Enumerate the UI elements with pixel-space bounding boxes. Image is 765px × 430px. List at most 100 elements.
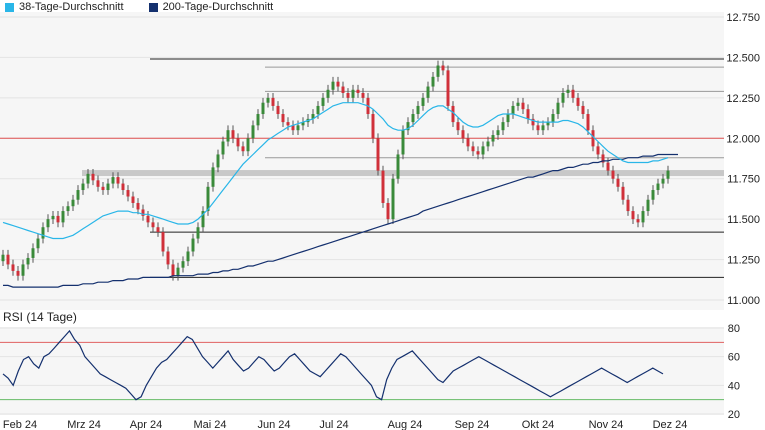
candle-body: [231, 130, 235, 139]
candle-body: [396, 154, 400, 179]
candle-body: [96, 180, 100, 187]
candles: [1, 60, 670, 281]
candle-body: [496, 130, 500, 136]
x-tick-label: Apr 24: [130, 419, 162, 430]
candle-body: [516, 102, 520, 106]
candle-body: [116, 177, 120, 184]
x-tick-label: Nov 24: [589, 419, 624, 430]
x-tick-label: Feb 24: [3, 419, 37, 430]
candle-body: [581, 105, 585, 115]
candle-body: [266, 97, 270, 103]
candle-body: [411, 114, 415, 123]
candle-body: [191, 238, 195, 252]
candle-body: [381, 170, 385, 203]
candle-body: [541, 125, 545, 131]
candle-body: [26, 257, 30, 265]
rsi-title: RSI (14 Tage): [3, 310, 77, 324]
ma38-line: [2, 102, 669, 240]
price-grid: [0, 16, 724, 301]
candle-body: [571, 89, 575, 98]
candle-body: [576, 97, 580, 106]
candle-body: [616, 178, 620, 187]
candle-body: [491, 135, 495, 142]
candle-body: [556, 102, 560, 115]
candle-body: [221, 141, 225, 155]
candle-body: [636, 219, 640, 223]
candle-body: [56, 215, 60, 223]
candle-body: [626, 199, 630, 212]
candle-body: [376, 138, 380, 171]
candle-body: [121, 183, 125, 191]
candle-body: [216, 154, 220, 168]
candle-body: [561, 93, 565, 103]
candle-body: [211, 167, 215, 187]
candle-body: [311, 114, 315, 119]
candle-body: [11, 264, 15, 271]
candle-body: [101, 186, 105, 191]
candle-body: [126, 190, 130, 197]
x-tick-label: Mai 24: [193, 419, 226, 430]
candle-body: [481, 146, 485, 155]
price-tick-label: 11.750: [727, 174, 760, 186]
candle-body: [646, 199, 650, 212]
price-axis: 12.750 12.500 12.250 12.000 11.750 11.500 11.2…: [726, 12, 760, 307]
candle-body: [236, 138, 240, 147]
candle-body: [386, 202, 390, 220]
candle-body: [421, 97, 425, 106]
price-tick-label: 12.250: [726, 93, 760, 105]
candle-body: [246, 138, 250, 152]
candle-body: [86, 173, 90, 184]
candle-body: [486, 141, 490, 147]
candle-body: [36, 238, 40, 249]
rsi-path: [2, 329, 664, 401]
candle-body: [31, 248, 35, 258]
candle-body: [591, 130, 595, 147]
candle-body: [531, 118, 535, 126]
legend: 38-Tage-Durchschnitt 200-Tage-Durchschni…: [0, 0, 293, 14]
x-tick-label: Jun 24: [257, 419, 290, 430]
candle-body: [131, 196, 135, 203]
candle-body: [431, 76, 435, 87]
candle-body: [426, 86, 430, 98]
candle-body: [51, 215, 55, 220]
candle-body: [346, 93, 350, 98]
candle-body: [171, 264, 175, 276]
price-tick-label: 12.000: [726, 133, 760, 145]
rsi-tick-label: 60: [728, 352, 740, 364]
legend-item-ma200[interactable]: 200-Tage-Durchschnitt: [144, 1, 273, 13]
candle-body: [511, 105, 515, 115]
candle-body: [666, 170, 670, 179]
candle-body: [501, 122, 505, 131]
candle-body: [401, 130, 405, 155]
candle-body: [81, 183, 85, 191]
candle-body: [341, 86, 345, 94]
candle-body: [351, 89, 355, 98]
x-tick-label: Dez 24: [653, 419, 688, 430]
legend-item-ma38[interactable]: 38-Tage-Durchschnitt: [0, 1, 124, 13]
candle-body: [606, 162, 610, 171]
candle-body: [16, 270, 20, 276]
candle-body: [71, 199, 75, 207]
candle-body: [281, 114, 285, 123]
candle-body: [466, 138, 470, 147]
legend-swatch-ma38: [5, 2, 14, 12]
moving-averages: [2, 102, 678, 288]
candle-body: [91, 173, 95, 181]
candle-body: [181, 261, 185, 268]
candle-body: [331, 81, 335, 90]
legend-swatch-ma200: [148, 2, 158, 12]
candle-body: [356, 89, 360, 94]
candle-body: [321, 97, 325, 106]
candle-body: [406, 122, 410, 131]
candle-body: [66, 206, 70, 212]
candle-body: [611, 170, 615, 179]
candle-body: [441, 65, 445, 71]
candle-body: [301, 122, 305, 126]
candle-body: [326, 89, 330, 98]
candle-body: [46, 219, 50, 228]
candle-body: [151, 222, 155, 228]
candle-body: [451, 105, 455, 123]
rsi-tick-label: 20: [728, 409, 740, 421]
candle-body: [76, 190, 80, 200]
